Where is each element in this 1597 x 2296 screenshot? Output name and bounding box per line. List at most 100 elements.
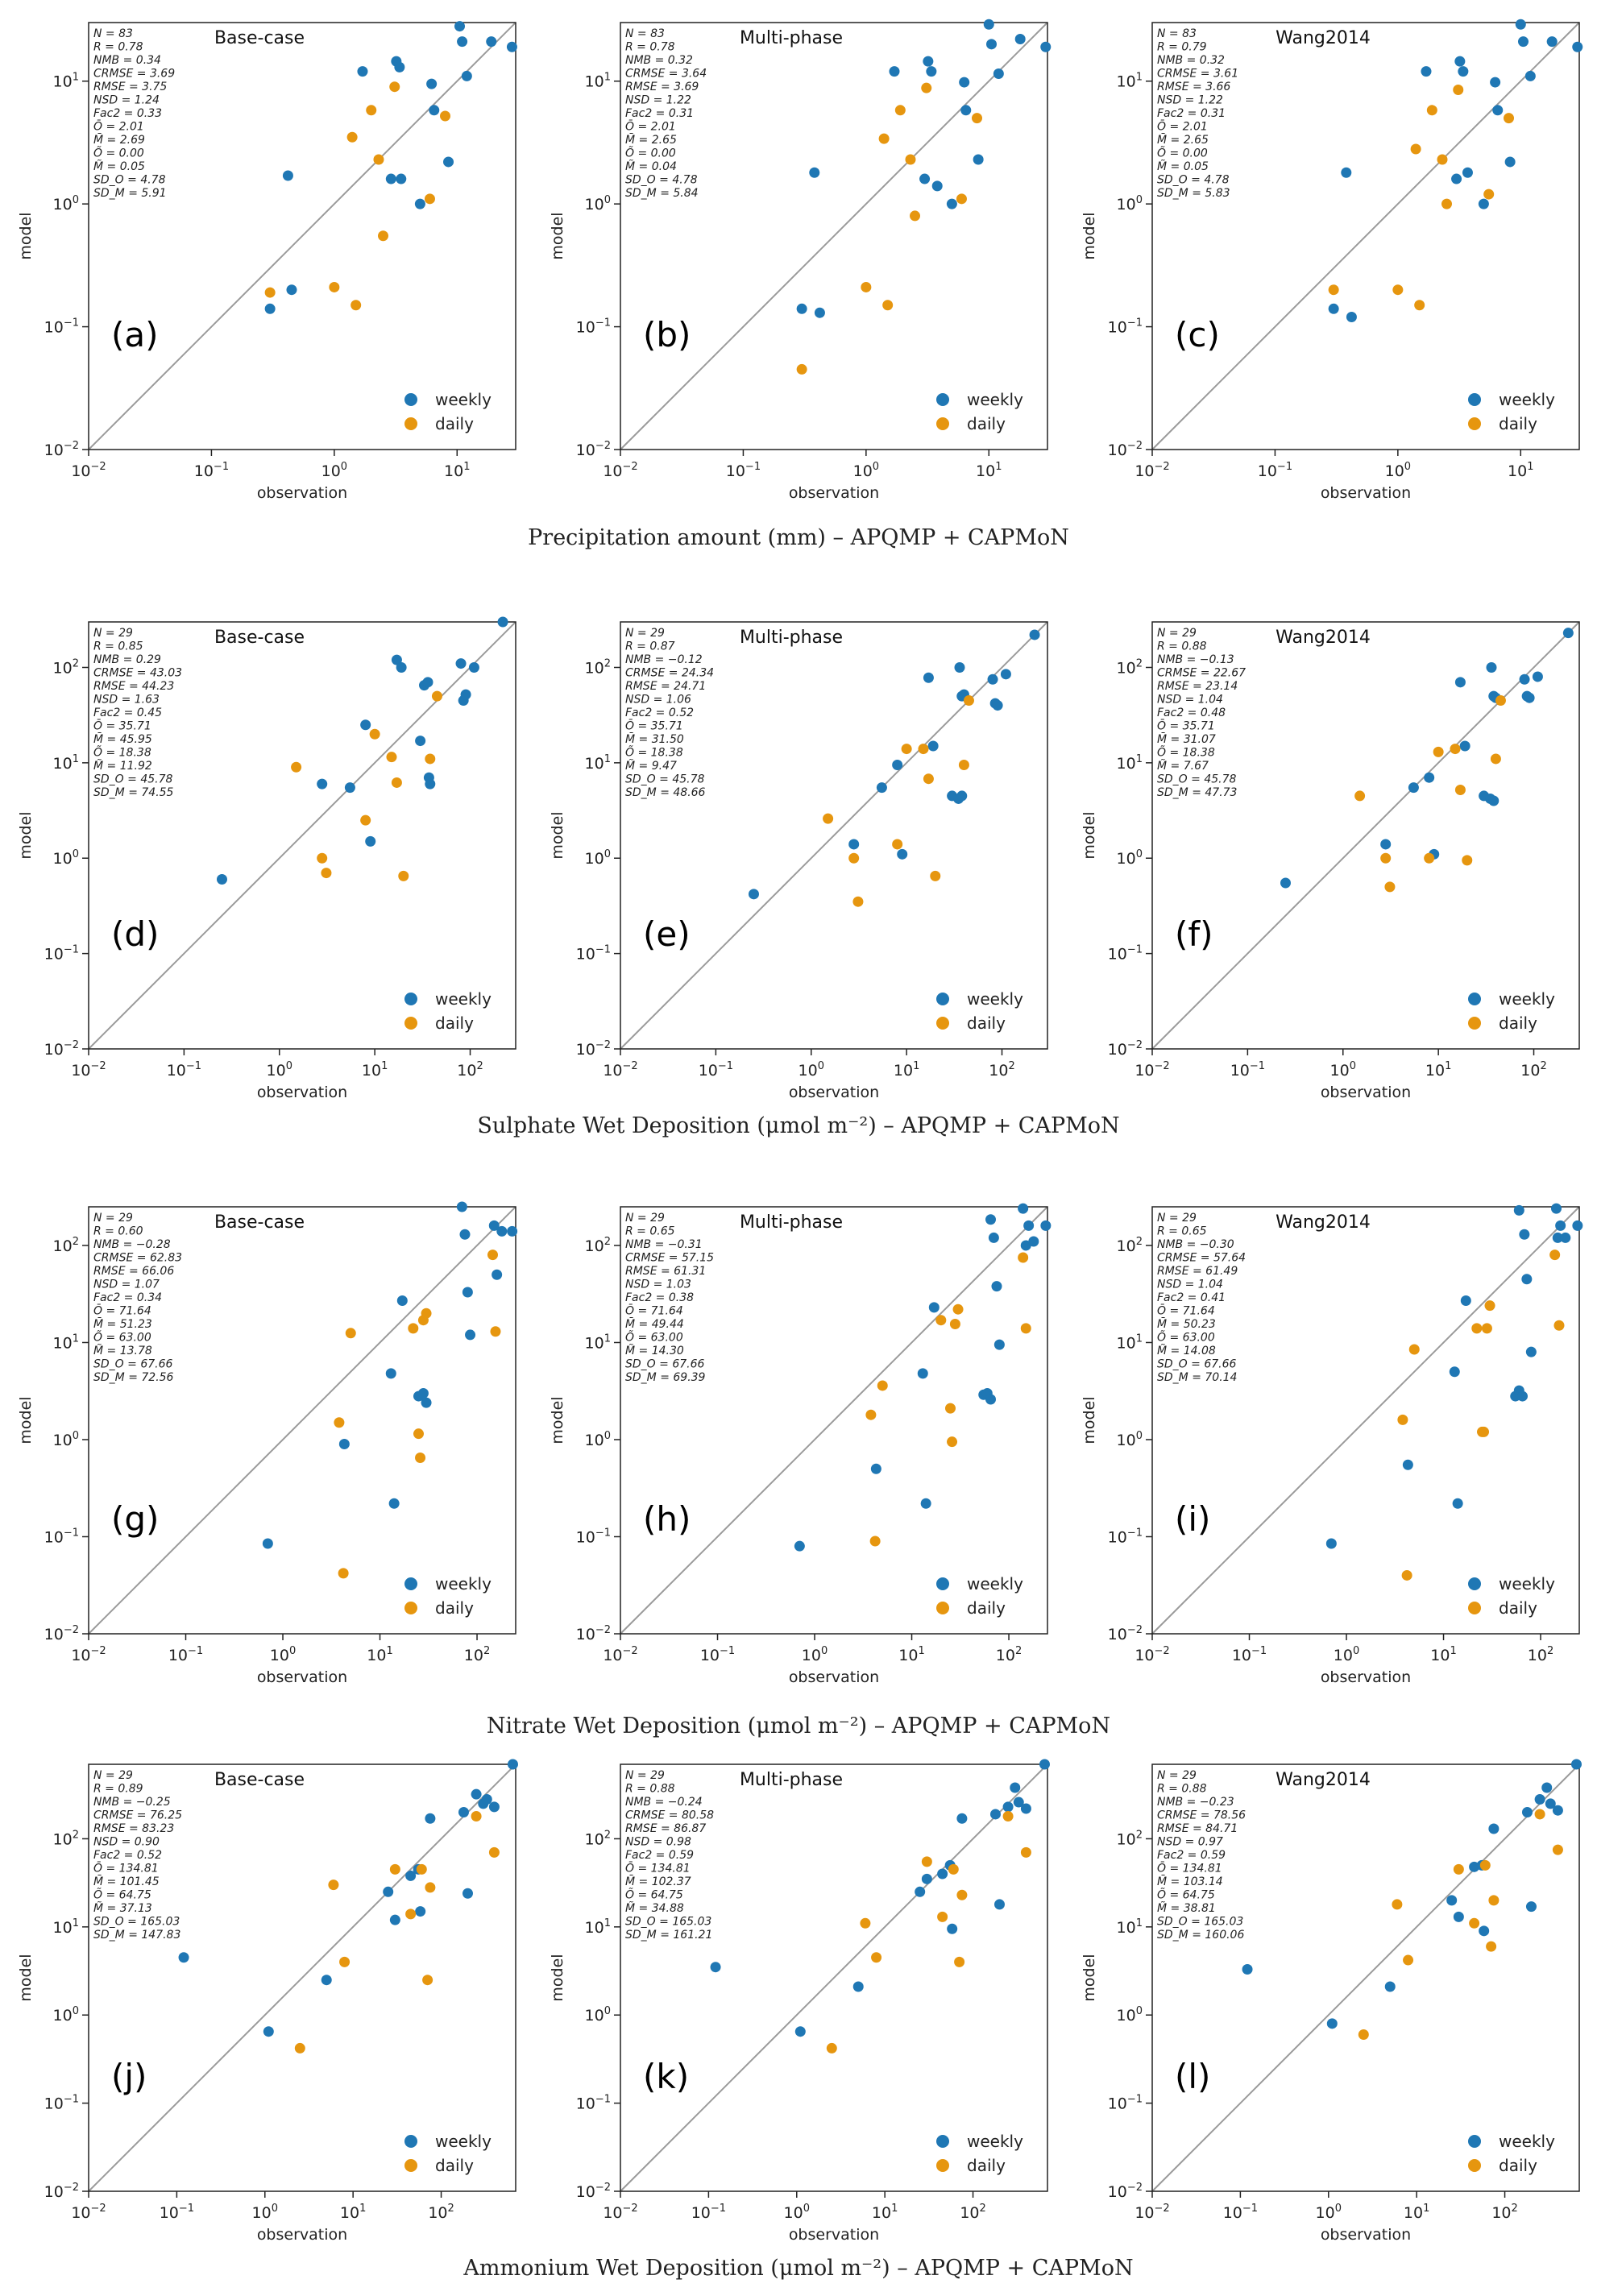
stat-line: M̄ = 103.14 — [1157, 1874, 1223, 1888]
stat-line: N = 29 — [93, 1212, 133, 1225]
legend-marker-daily — [404, 417, 417, 430]
stat-line: R = 0.88 — [1157, 1783, 1207, 1796]
point-daily — [317, 852, 328, 864]
y-tick-label: 101 — [585, 1332, 611, 1352]
x-tick-label: 100 — [270, 1645, 296, 1664]
point-weekly — [985, 1394, 996, 1405]
point-daily — [918, 744, 929, 755]
point-daily — [1397, 1414, 1408, 1425]
stat-line: RMSE = 61.31 — [625, 1265, 706, 1278]
x-tick-label: 10−1 — [1223, 2203, 1258, 2222]
point-daily — [408, 1323, 419, 1334]
panel-label: (i) — [1175, 1499, 1210, 1539]
point-weekly — [1492, 105, 1504, 116]
point-weekly — [1534, 1794, 1545, 1805]
point-daily — [346, 131, 358, 143]
stat-line: RMSE = 61.49 — [1157, 1265, 1238, 1278]
point-weekly — [459, 1229, 471, 1240]
chart-panel: 10−2 10−1 100 101 10−2 10−1 100 101 observation m… — [549, 19, 1052, 502]
stat-line: SD_O = 45.78 — [93, 773, 172, 786]
point-weekly — [360, 719, 371, 731]
legend-marker-daily — [936, 1602, 949, 1614]
x-tick-label: 10−1 — [700, 1645, 735, 1664]
point-daily — [865, 1409, 877, 1420]
point-weekly — [1346, 312, 1357, 323]
plot-frame — [1151, 1206, 1580, 1635]
point-weekly — [992, 700, 1003, 711]
point-weekly — [1478, 198, 1489, 209]
x-axis-label: observation — [1321, 2226, 1411, 2244]
point-weekly — [497, 616, 508, 628]
x-axis-label: observation — [257, 484, 347, 502]
point-weekly — [496, 1225, 508, 1237]
stat-line: Ō = 35.71 — [625, 719, 683, 733]
point-daily — [954, 1956, 965, 1967]
point-weekly — [415, 1906, 426, 1917]
stat-line: NMB = 0.29 — [93, 653, 161, 666]
y-axis-label: model — [1081, 811, 1098, 859]
legend-marker-daily — [1468, 1017, 1481, 1030]
stat-line: M̃ = 38.81 — [1157, 1901, 1216, 1915]
x-axis-label: observation — [789, 2226, 879, 2244]
one-to-one-line — [1151, 1206, 1580, 1635]
chart-panel: 10−2 10−1 100 101 102 10−2 10−1 100 101 102 observ… — [1081, 1203, 1583, 1686]
point-weekly — [385, 1368, 396, 1379]
stat-line: RMSE = 3.75 — [93, 81, 167, 93]
point-weekly — [388, 1498, 400, 1509]
stat-line: RMSE = 44.23 — [93, 680, 174, 693]
point-weekly — [710, 1962, 721, 1973]
stat-line: SD_M = 48.66 — [625, 786, 706, 799]
point-weekly — [1459, 740, 1470, 752]
y-tick-label: 101 — [585, 753, 611, 773]
stat-line: SD_O = 45.78 — [625, 773, 704, 786]
point-daily — [882, 300, 894, 311]
x-tick-label: 102 — [457, 1060, 483, 1080]
point-weekly — [1516, 1390, 1528, 1402]
legend-label-daily: daily — [967, 414, 1006, 433]
y-tick-label: 100 — [1117, 848, 1143, 868]
point-daily — [440, 110, 451, 122]
stat-line: Õ = 18.38 — [93, 746, 151, 760]
panel-label: (k) — [643, 2057, 689, 2096]
point-daily — [1018, 1252, 1029, 1263]
point-weekly — [264, 303, 276, 314]
point-daily — [937, 1911, 948, 1922]
point-daily — [1453, 1863, 1464, 1875]
stat-line: N = 29 — [625, 627, 665, 640]
legend-label-weekly: weekly — [1499, 390, 1555, 409]
point-daily — [1354, 790, 1366, 802]
stat-line: Ō = 134.81 — [1157, 1862, 1222, 1875]
chart-panel: 10−2 10−1 100 101 102 10−2 10−1 100 101 102 observ… — [17, 616, 516, 1101]
point-weekly — [1328, 303, 1339, 314]
stat-line: M̃ = 9.47 — [625, 759, 677, 773]
x-axis-label: observation — [789, 484, 879, 502]
point-weekly — [748, 889, 759, 900]
legend-marker-weekly — [404, 993, 417, 1005]
point-daily — [949, 1319, 960, 1330]
one-to-one-line — [620, 22, 1048, 450]
x-tick-label: 102 — [1520, 1060, 1546, 1080]
x-tick-label: 100 — [853, 461, 879, 480]
x-tick-label: 10−1 — [167, 1060, 201, 1080]
x-axis-label: observation — [257, 1668, 347, 1686]
stat-line: CRMSE = 22.67 — [1157, 667, 1246, 680]
point-weekly — [429, 105, 440, 116]
x-tick-label: 101 — [872, 2203, 898, 2222]
x-tick-label: 100 — [267, 1060, 292, 1080]
stat-line: R = 0.85 — [93, 640, 143, 653]
point-daily — [1433, 746, 1444, 757]
point-daily — [956, 193, 967, 205]
x-tick-label: 102 — [1491, 2203, 1517, 2222]
stat-line: SD_M = 47.73 — [1157, 786, 1237, 799]
point-daily — [861, 281, 872, 292]
stat-line: CRMSE = 57.64 — [1157, 1252, 1246, 1265]
y-axis-label: model — [1081, 1954, 1098, 2001]
y-tick-label: 100 — [585, 194, 611, 213]
y-tick-label: 102 — [585, 1236, 611, 1255]
point-weekly — [991, 1281, 1002, 1292]
stat-line: Õ = 63.00 — [625, 1331, 683, 1345]
stat-line: CRMSE = 78.56 — [1157, 1809, 1246, 1822]
stat-line: SD_O = 45.78 — [1157, 773, 1236, 786]
point-weekly — [282, 170, 293, 181]
stat-line: M̄ = 2.69 — [93, 132, 145, 147]
